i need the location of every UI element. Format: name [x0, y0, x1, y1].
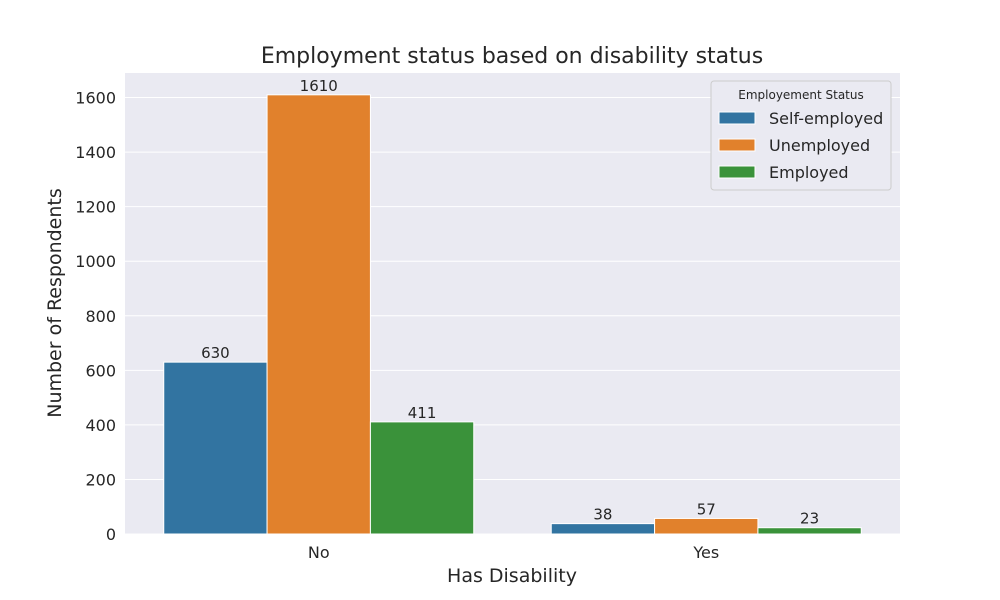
legend-swatch [718, 138, 756, 152]
bar-value-label: 630 [201, 344, 230, 362]
bar [266, 94, 371, 535]
legend-swatch [718, 111, 756, 125]
y-tick-label: 1000 [75, 252, 116, 271]
bars [163, 94, 862, 535]
x-axis-ticks: No Yes [308, 543, 719, 562]
bar-labels: 630 1610 411 38 57 23 [201, 77, 819, 528]
bar-value-label: 411 [408, 404, 437, 422]
legend-label: Self-employed [769, 109, 883, 128]
y-tick-label: 600 [85, 361, 116, 380]
legend-label: Unemployed [769, 136, 870, 155]
y-tick-label: 800 [85, 307, 116, 326]
y-tick-label: 0 [106, 525, 116, 544]
legend: Employement Status Self-employed Unemploy… [710, 80, 892, 191]
bar [654, 517, 759, 535]
x-tick-label: No [308, 543, 330, 562]
chart-title: Employment status based on disability st… [261, 44, 763, 69]
bar-value-label: 38 [593, 506, 612, 524]
bar [757, 527, 862, 535]
y-axis-ticks: 0 200 400 600 800 1000 1200 1400 1600 [75, 89, 116, 544]
y-tick-label: 1200 [75, 198, 116, 217]
x-axis-label: Has Disability [447, 565, 577, 587]
y-tick-label: 1600 [75, 89, 116, 108]
legend-items: Self-employed Unemployed Employed [718, 109, 883, 182]
legend-swatch [718, 165, 756, 179]
bar [369, 421, 475, 535]
y-tick-label: 1400 [75, 143, 116, 162]
y-axis-label: Number of Respondents [44, 188, 66, 418]
bar-value-label: 23 [800, 510, 819, 528]
bar [163, 361, 268, 535]
x-tick-label: Yes [692, 543, 719, 562]
bar [550, 523, 656, 535]
legend-label: Employed [769, 163, 849, 182]
legend-box [710, 80, 892, 191]
y-tick-label: 200 [85, 470, 116, 489]
bar-value-label: 57 [697, 500, 716, 518]
y-tick-label: 400 [85, 416, 116, 435]
legend-title: Employement Status [738, 88, 863, 102]
bar-value-label: 1610 [300, 77, 338, 95]
